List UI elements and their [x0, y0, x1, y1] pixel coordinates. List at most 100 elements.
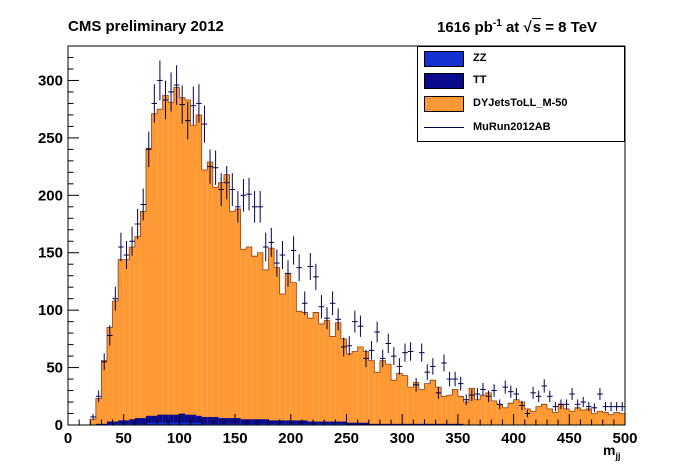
x-tick-label: 250 [334, 430, 359, 447]
zz-bar [285, 423, 291, 425]
data-point [446, 371, 453, 387]
y-tick-label: 200 [38, 187, 63, 204]
zz-bar [151, 422, 158, 425]
data-point [179, 85, 185, 124]
data-point [502, 380, 509, 394]
dy-bar [407, 387, 414, 425]
tt-bar [196, 415, 202, 425]
data-point [95, 390, 102, 403]
data-point [196, 84, 202, 123]
data-point [251, 190, 258, 223]
data-point [535, 390, 542, 403]
tt-bar [435, 423, 442, 425]
data-point [212, 150, 219, 185]
data-point [190, 86, 197, 125]
dy-bar [129, 246, 135, 425]
y-tick-label: 50 [46, 360, 63, 377]
tt-bar [402, 423, 408, 425]
data-point [268, 227, 275, 257]
data-point [496, 399, 503, 410]
data-point [285, 260, 291, 287]
data-point [218, 173, 224, 207]
data-point [469, 389, 475, 401]
dy-bar [157, 109, 163, 426]
tt-bar [424, 423, 431, 425]
zz-bar [145, 422, 152, 425]
data-point [524, 409, 531, 418]
data-point [307, 253, 314, 281]
dy-bar [374, 372, 380, 425]
y-tick-label: 300 [38, 72, 63, 89]
dy-bar [379, 360, 386, 425]
y-axis: 0 50 100 150 200 250 300 [38, 45, 79, 434]
x-axis-label-sub: jj [615, 450, 621, 461]
data-point [246, 177, 252, 211]
tt-bar [274, 420, 280, 425]
zz-bar [335, 423, 341, 425]
dy-bar [441, 396, 447, 425]
tt-bar [240, 419, 247, 425]
tt-bar [134, 418, 141, 425]
dy-bar [474, 399, 481, 425]
dy-bar [463, 402, 470, 425]
data-point [485, 390, 492, 403]
tt-bar [190, 414, 197, 425]
zz-bar [340, 423, 347, 425]
tt-bar [246, 419, 252, 425]
data-point [368, 341, 375, 360]
zz-bar [157, 422, 163, 425]
dy-bar [502, 407, 509, 425]
data-point [257, 190, 263, 223]
zz-bar [196, 422, 202, 425]
dy-bar [569, 411, 575, 425]
legend-item-zz: ZZ [424, 49, 620, 69]
dy-bar [513, 399, 520, 425]
tt-bar [101, 423, 107, 425]
tt-bar [157, 414, 163, 425]
tt-bar [457, 423, 464, 425]
dy-bar [597, 411, 603, 425]
dy-bar [207, 161, 213, 426]
dy-bar [318, 323, 325, 425]
tt-bar [218, 418, 224, 425]
dy-bar [240, 249, 247, 425]
tt-bar [368, 423, 375, 425]
dy-bar [574, 407, 581, 425]
dy-bar [274, 267, 280, 425]
tt-bar [173, 414, 180, 425]
dy-bar [268, 248, 275, 425]
data-point [552, 402, 559, 412]
dy-bar [424, 383, 431, 425]
data-point [274, 249, 280, 277]
dy-bar [151, 113, 158, 425]
data-point [508, 385, 514, 398]
data-point [563, 399, 570, 410]
dy-bar [613, 412, 620, 425]
dy-bar [480, 395, 486, 425]
dy-bar [591, 413, 598, 425]
zz-bar [168, 422, 174, 425]
dy-bar [296, 311, 302, 425]
dy-bar [469, 388, 475, 425]
data-point [619, 402, 625, 412]
dy-bar [491, 400, 497, 425]
tt-bar [324, 421, 330, 425]
tt-bar [441, 423, 447, 425]
dy-bar [413, 382, 419, 425]
dy-bar [508, 403, 514, 425]
data-point [162, 80, 169, 120]
legend: ZZ TT DYJetsToLL_M-50 MuRun2012AB [417, 46, 625, 142]
dy-bar [530, 411, 536, 425]
zz-bar [240, 423, 247, 425]
tt-bar [391, 423, 397, 425]
dy-bar [363, 351, 369, 425]
data-point [363, 349, 369, 368]
tt-bar [201, 416, 208, 425]
dy-bar [257, 252, 263, 425]
x-tick-label: 0 [64, 430, 72, 447]
zz-bar [307, 423, 314, 425]
dy-bar [396, 373, 403, 425]
tt-bar [168, 414, 174, 425]
zz-bar [140, 423, 146, 425]
tt-bar [407, 423, 414, 425]
